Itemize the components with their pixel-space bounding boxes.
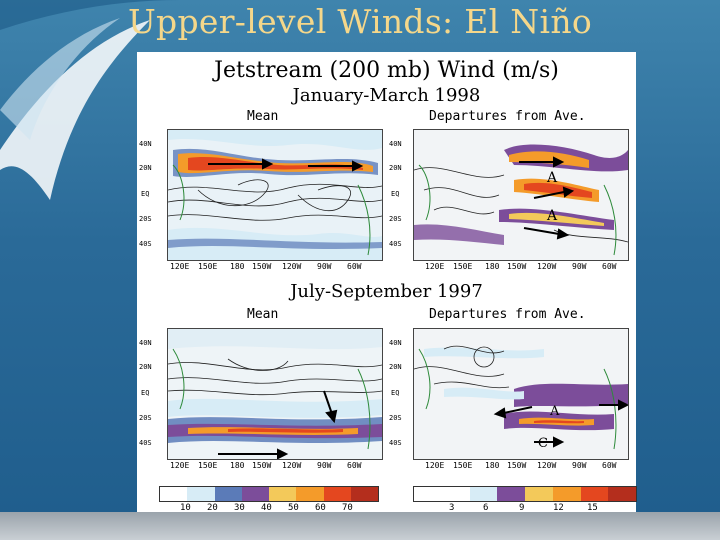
lon-label: 180 (485, 461, 500, 470)
scale-tick: 50 (288, 503, 299, 513)
lon-label: 150W (507, 461, 527, 470)
mean-label-top: Mean (247, 109, 279, 124)
figure-title: Jetstream (200 mb) Wind (m/s) (214, 58, 559, 83)
lon-label: 150E (453, 262, 473, 271)
lon-label: 90W (572, 262, 587, 271)
scale-tick: 12 (553, 503, 564, 513)
lat-label: 20N (139, 164, 152, 172)
lon-label: 120E (425, 461, 445, 470)
slide-title: Upper-level Winds: El Niño (127, 2, 593, 41)
lat-label: 20N (389, 363, 402, 371)
lon-label: 120W (537, 461, 557, 470)
lat-label: 40N (389, 339, 402, 347)
lon-label: 120E (170, 461, 190, 470)
scale-tick: 40 (261, 503, 272, 513)
anomaly-label-a-bottom: A (546, 208, 558, 224)
lat-label: 20S (139, 215, 152, 223)
season-label-1998: January-March 1998 (292, 85, 481, 106)
anomaly-label-c-jas: C (538, 436, 548, 451)
lat-label: 40S (389, 439, 402, 447)
lat-label: 40S (389, 240, 402, 248)
scale-tick: 10 (180, 503, 191, 513)
map-departures-jas-1997: A C (413, 328, 629, 460)
lon-label: 120E (425, 262, 445, 271)
mean-label-bottom: Mean (247, 307, 279, 322)
lat-label: EQ (391, 389, 400, 397)
lat-label: EQ (391, 190, 400, 198)
lon-label: 120W (282, 262, 302, 271)
lat-label: EQ (141, 389, 150, 397)
lon-label: 90W (317, 461, 332, 470)
scale-tick: 6 (483, 503, 489, 513)
lon-label: 150E (198, 262, 218, 271)
lon-label: 60W (347, 461, 362, 470)
lon-label: 150W (507, 262, 527, 271)
scale-tick: 60 (315, 503, 326, 513)
lat-label: 20S (389, 414, 402, 422)
scale-tick: 20 (207, 503, 218, 513)
lon-label: 150E (198, 461, 218, 470)
lon-label: 180 (230, 461, 245, 470)
mean-color-scale (159, 486, 379, 502)
scale-tick: 3 (449, 503, 455, 513)
lon-label: 60W (602, 262, 617, 271)
lat-label: EQ (141, 190, 150, 198)
lon-label: 120W (537, 262, 557, 271)
lon-label: 60W (602, 461, 617, 470)
footer-bar (0, 512, 720, 540)
lon-label: 180 (230, 262, 245, 271)
lat-label: 20S (389, 215, 402, 223)
lon-label: 180 (485, 262, 500, 271)
lat-label: 40N (389, 140, 402, 148)
season-label-1997: July-September 1997 (290, 281, 483, 302)
lat-label: 20S (139, 414, 152, 422)
lon-label: 150W (252, 262, 272, 271)
lat-label: 20N (389, 164, 402, 172)
scale-tick: 70 (342, 503, 353, 513)
lon-label: 120W (282, 461, 302, 470)
lon-label: 60W (347, 262, 362, 271)
lat-label: 40N (139, 339, 152, 347)
lon-label: 90W (572, 461, 587, 470)
lat-label: 40S (139, 439, 152, 447)
map-departures-jfm-1998: A A (413, 129, 629, 261)
map-mean-jfm-1998 (167, 129, 383, 261)
map-mean-jas-1997 (167, 328, 383, 460)
lat-label: 40N (139, 140, 152, 148)
scale-tick: 30 (234, 503, 245, 513)
lon-label: 90W (317, 262, 332, 271)
lon-label: 150E (453, 461, 473, 470)
departures-label-bottom: Departures from Ave. (429, 307, 586, 322)
anomaly-label-a-top: A (546, 170, 558, 186)
departures-label-top: Departures from Ave. (429, 109, 586, 124)
scale-tick: 9 (519, 503, 525, 513)
lat-label: 40S (139, 240, 152, 248)
scale-tick: 15 (587, 503, 598, 513)
lat-label: 20N (139, 363, 152, 371)
jetstream-figure: Jetstream (200 mb) Wind (m/s) January-Ma… (137, 52, 637, 514)
lon-label: 150W (252, 461, 272, 470)
lon-label: 120E (170, 262, 190, 271)
departure-color-scale (413, 486, 637, 502)
anomaly-label-a-jas: A (549, 404, 560, 419)
